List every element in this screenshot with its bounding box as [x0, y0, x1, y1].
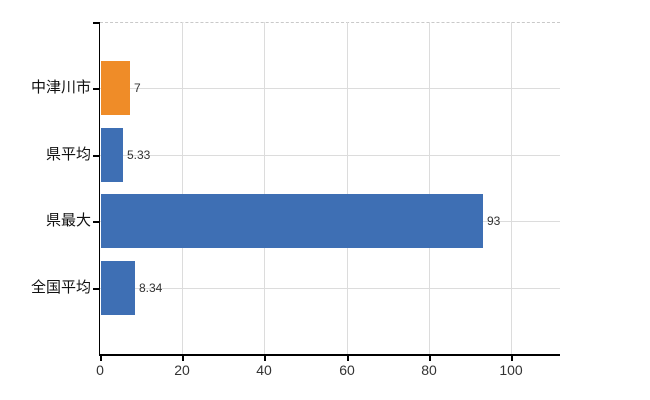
x-tick — [100, 355, 102, 361]
x-tick-label: 60 — [339, 362, 355, 378]
bar — [101, 128, 123, 182]
bar-value-label: 5.33 — [127, 148, 151, 162]
gridline-v — [347, 22, 348, 354]
category-label: 県平均 — [45, 146, 91, 163]
gridline-v — [264, 22, 265, 354]
category-label: 中津川市 — [30, 79, 91, 96]
x-tick-label: 100 — [499, 362, 523, 378]
y-axis-line — [98, 22, 100, 356]
gridline-h — [100, 88, 560, 89]
bar — [101, 61, 130, 115]
gridline-v — [429, 22, 430, 354]
gridline-v — [182, 22, 183, 354]
category-label: 県最大 — [45, 212, 91, 229]
x-tick — [511, 355, 513, 361]
gridline-v — [511, 22, 512, 354]
x-tick-label: 40 — [256, 362, 272, 378]
bar-value-label: 7 — [134, 81, 141, 95]
y-tick — [93, 22, 100, 24]
y-tick — [93, 88, 100, 90]
x-tick-label: 80 — [421, 362, 437, 378]
x-tick — [264, 355, 266, 361]
category-label: 全国平均 — [30, 279, 91, 296]
gridline-h — [100, 155, 560, 156]
bar-value-label: 93 — [487, 214, 501, 228]
gridline-h — [100, 288, 560, 289]
x-tick-label: 0 — [96, 362, 104, 378]
y-tick — [93, 155, 100, 157]
x-tick — [347, 355, 349, 361]
y-tick — [93, 221, 100, 223]
x-axis-line — [98, 354, 560, 356]
x-tick — [429, 355, 431, 361]
x-tick — [182, 355, 184, 361]
y-tick — [93, 288, 100, 290]
plot-top-border — [100, 22, 560, 23]
bar-value-label: 8.34 — [139, 281, 163, 295]
bar — [101, 194, 483, 248]
x-tick-label: 20 — [174, 362, 190, 378]
bar — [101, 261, 135, 315]
